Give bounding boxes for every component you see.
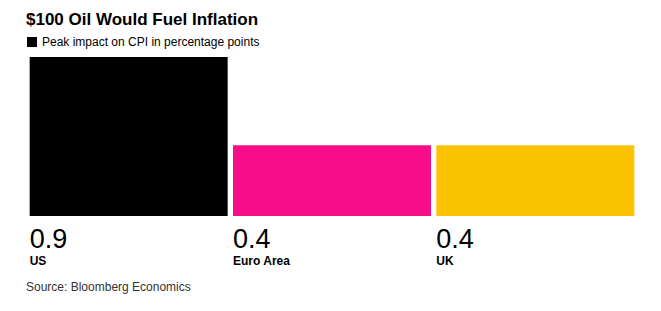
svg-text:0.4: 0.4 (436, 224, 474, 254)
svg-text:Euro Area: Euro Area (233, 254, 290, 268)
svg-text:US: US (30, 254, 47, 268)
svg-text:0.4: 0.4 (233, 224, 271, 254)
svg-text:$100 Oil Would Fuel Inflation: $100 Oil Would Fuel Inflation (26, 10, 258, 29)
svg-text:UK: UK (436, 254, 454, 268)
svg-text:Source: Bloomberg Economics: Source: Bloomberg Economics (26, 280, 191, 294)
svg-text:0.9: 0.9 (30, 224, 68, 254)
svg-text:Peak impact on CPI in percenta: Peak impact on CPI in percentage points (42, 35, 259, 49)
